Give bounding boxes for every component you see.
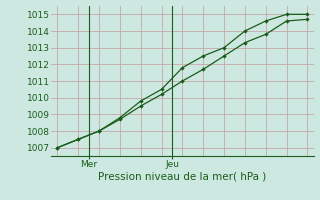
X-axis label: Pression niveau de la mer( hPa ): Pression niveau de la mer( hPa ) — [98, 172, 267, 182]
